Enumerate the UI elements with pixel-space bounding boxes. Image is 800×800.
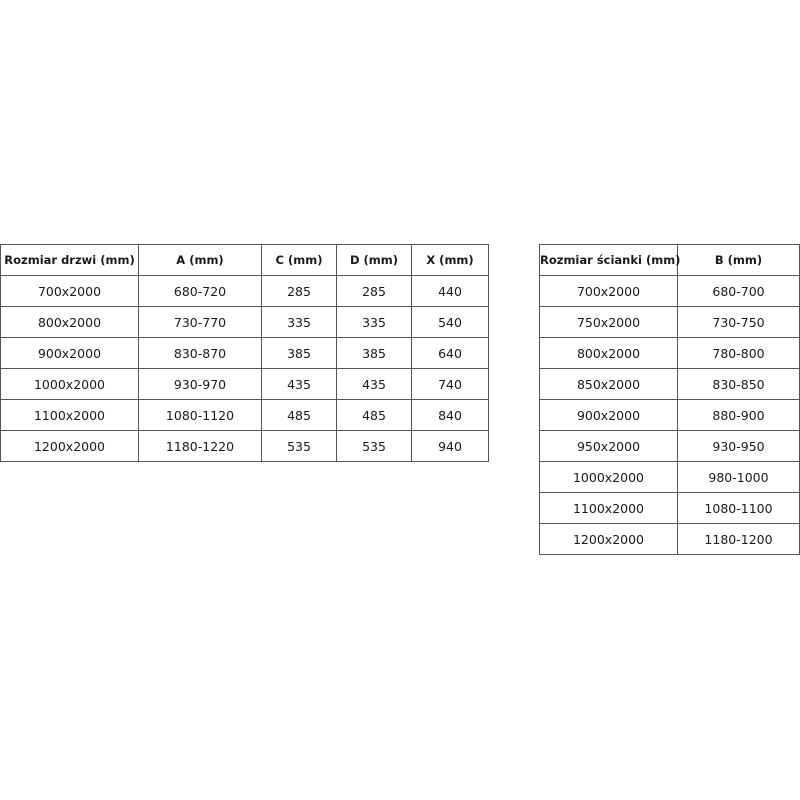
table-cell: 930-950 [677, 430, 800, 462]
table-cell: 730-770 [138, 306, 262, 338]
table-cell: 930-970 [138, 368, 262, 400]
table-cell: 1100x2000 [0, 399, 139, 431]
table-row: 1100x2000 1080-1100 [539, 492, 800, 524]
table-cell: 640 [411, 337, 489, 369]
table-cell: 1180-1200 [677, 523, 800, 555]
table-row: 800x2000 730-770 335 335 540 [0, 306, 489, 338]
table-cell: 1080-1120 [138, 399, 262, 431]
table-cell: 540 [411, 306, 489, 338]
table-cell: 800x2000 [539, 337, 678, 369]
table-row: 700x2000 680-720 285 285 440 [0, 275, 489, 307]
table-cell: 750x2000 [539, 306, 678, 338]
column-header: A (mm) [138, 244, 262, 276]
table-cell: 980-1000 [677, 461, 800, 493]
table-row: 1100x2000 1080-1120 485 485 840 [0, 399, 489, 431]
table-cell: 385 [261, 337, 337, 369]
table-row: 1000x2000 980-1000 [539, 461, 800, 493]
table-cell: 900x2000 [539, 399, 678, 431]
table-row: 700x2000 680-700 [539, 275, 800, 307]
table-row: 1200x2000 1180-1200 [539, 523, 800, 555]
column-header: Rozmiar drzwi (mm) [0, 244, 139, 276]
table-cell: 740 [411, 368, 489, 400]
table-cell: 850x2000 [539, 368, 678, 400]
column-header: Rozmiar ścianki (mm) [539, 244, 680, 276]
table-row: 750x2000 730-750 [539, 306, 800, 338]
table-cell: 335 [336, 306, 412, 338]
table-cell: 535 [336, 430, 412, 462]
table-cell: 485 [261, 399, 337, 431]
table-row: 950x2000 930-950 [539, 430, 800, 462]
table-header-row: Rozmiar drzwi (mm) A (mm) C (mm) D (mm) X (m… [0, 244, 489, 276]
table-cell: 900x2000 [0, 337, 139, 369]
table-cell: 1200x2000 [0, 430, 139, 462]
table-cell: 830-850 [677, 368, 800, 400]
column-header: X (mm) [411, 244, 489, 276]
column-header: C (mm) [261, 244, 337, 276]
table-cell: 435 [261, 368, 337, 400]
table-cell: 950x2000 [539, 430, 678, 462]
column-header: D (mm) [336, 244, 412, 276]
table-cell: 1000x2000 [0, 368, 139, 400]
table-cell: 700x2000 [539, 275, 678, 307]
table-cell: 1000x2000 [539, 461, 678, 493]
table-cell: 485 [336, 399, 412, 431]
table-cell: 840 [411, 399, 489, 431]
table-cell: 940 [411, 430, 489, 462]
table-cell: 680-720 [138, 275, 262, 307]
table-cell: 440 [411, 275, 489, 307]
table-cell: 335 [261, 306, 337, 338]
door-size-table: Rozmiar drzwi (mm) A (mm) C (mm) D (mm) X (m… [0, 244, 489, 462]
wall-panel-size-table: Rozmiar ścianki (mm) B (mm) 700x2000 680-7… [539, 244, 800, 555]
table-cell: 1200x2000 [539, 523, 678, 555]
table-cell: 1080-1100 [677, 492, 800, 524]
table-cell: 830-870 [138, 337, 262, 369]
table-cell: 435 [336, 368, 412, 400]
table-cell: 730-750 [677, 306, 800, 338]
table-cell: 800x2000 [0, 306, 139, 338]
table-row: 1000x2000 930-970 435 435 740 [0, 368, 489, 400]
table-row: 900x2000 830-870 385 385 640 [0, 337, 489, 369]
table-cell: 700x2000 [0, 275, 139, 307]
table-header-row: Rozmiar ścianki (mm) B (mm) [539, 244, 800, 276]
table-cell: 285 [336, 275, 412, 307]
table-row: 850x2000 830-850 [539, 368, 800, 400]
table-cell: 680-700 [677, 275, 800, 307]
table-cell: 880-900 [677, 399, 800, 431]
table-cell: 1180-1220 [138, 430, 262, 462]
table-cell: 285 [261, 275, 337, 307]
table-cell: 780-800 [677, 337, 800, 369]
column-header: B (mm) [677, 244, 800, 276]
table-row: 800x2000 780-800 [539, 337, 800, 369]
table-row: 900x2000 880-900 [539, 399, 800, 431]
table-cell: 385 [336, 337, 412, 369]
table-cell: 1100x2000 [539, 492, 678, 524]
table-cell: 535 [261, 430, 337, 462]
table-row: 1200x2000 1180-1220 535 535 940 [0, 430, 489, 462]
